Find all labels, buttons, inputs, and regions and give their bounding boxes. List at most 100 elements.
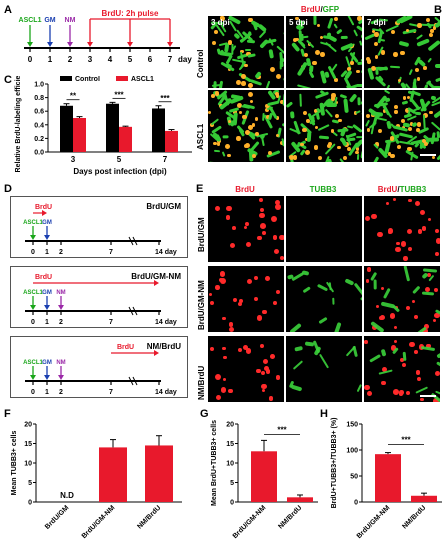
brdu-nucleus <box>237 301 242 306</box>
neuron-cell <box>421 272 429 280</box>
neuron-cell <box>435 361 440 370</box>
neuron-cell <box>212 131 222 142</box>
y-tick-label: 20 <box>24 422 32 429</box>
neuron-cell <box>208 111 212 115</box>
col-label-brdu: BrdU <box>235 185 255 194</box>
marker-label-gm: GM <box>42 360 52 366</box>
neuron-cell <box>227 40 232 45</box>
sig-label: ** <box>70 92 77 101</box>
neuron-cell <box>378 128 383 133</box>
y-tick-label: 5 <box>230 480 234 487</box>
neuron-cell <box>260 138 265 147</box>
axis-break <box>128 236 134 246</box>
dpi-label: 5 dpi <box>289 18 308 27</box>
neuron-cell <box>269 49 275 59</box>
neuron-cell <box>355 147 360 151</box>
timeline-unit: day <box>178 55 192 64</box>
marker-label-gm: GM <box>42 220 52 226</box>
neuron-cell <box>242 114 247 119</box>
brdu-nucleus <box>226 205 232 212</box>
neuron-cell <box>304 137 308 141</box>
brdu-nucleus <box>435 252 439 257</box>
brdu-nucleus <box>426 343 431 349</box>
neuron-cell <box>236 103 242 109</box>
neuron-cell <box>401 99 409 105</box>
neuron-cell <box>303 111 308 116</box>
neuron-cell <box>341 35 348 39</box>
brdu-nucleus <box>223 377 227 381</box>
neuron-cell <box>343 156 348 161</box>
brdu-nucleus <box>238 299 243 304</box>
neuron-cell <box>394 104 398 109</box>
sig-label: *** <box>401 436 411 445</box>
x-tick-label: 5 <box>117 155 122 164</box>
brdu-nucleus <box>259 212 265 219</box>
neuron-cell <box>286 101 294 109</box>
neuron-cell <box>304 150 310 155</box>
brdu-nucleus <box>275 375 281 380</box>
dpi-label: 7 dpi <box>367 18 386 27</box>
brdu-nucleus <box>407 198 412 203</box>
brdu-nucleus <box>394 339 398 343</box>
neuron-cell <box>247 82 253 88</box>
neuron-cell <box>255 132 260 137</box>
neuron-cell <box>434 75 440 83</box>
brdu-nucleus <box>365 279 370 283</box>
y-tick-label: 50 <box>350 474 358 481</box>
neuron-cell <box>283 31 284 44</box>
brdu-nucleus <box>435 238 440 244</box>
brdu-nucleus <box>279 234 284 241</box>
marker-arrow-gm-head <box>44 235 50 240</box>
brdu-nucleus <box>245 348 251 354</box>
neuron-cell <box>373 156 380 162</box>
neuron-cell <box>254 71 262 79</box>
col-label-tubb3: TUBB3 <box>309 185 337 194</box>
neuron-cell <box>264 80 271 88</box>
marker-label-nm: NM <box>65 17 76 24</box>
schematic-tick-label: 7 <box>109 319 113 326</box>
y-tick-label: 0.6 <box>34 109 44 116</box>
x-tick-label: NM/BrdU <box>277 504 303 530</box>
brdu-nucleus <box>427 273 432 278</box>
y-tick-label: 100 <box>346 448 358 455</box>
bar-chart-c: 0.0 0.2 0.4 0.6 0.8 1.0 Relative BrdU-labeling… <box>15 76 192 176</box>
dpi-label: 3 dpi <box>211 18 230 27</box>
panel-label-g: G <box>200 408 209 420</box>
brdu-nucleus <box>261 383 267 390</box>
neuron-cell <box>288 154 294 160</box>
neuron-cell <box>314 91 329 100</box>
neuron-cell <box>360 296 362 306</box>
neuron-cell <box>357 154 360 161</box>
brdu-nucleus <box>270 354 276 359</box>
neuron-cell <box>213 150 220 153</box>
neuron-cell <box>326 143 331 148</box>
y-tick-label: 0.4 <box>34 122 44 129</box>
col-label-merge: BrdU/TUBB3 <box>377 185 427 194</box>
brdu-nucleus <box>394 326 398 330</box>
brdu-nucleus <box>381 286 385 290</box>
brdu-nucleus <box>208 293 213 297</box>
x-tick-label: 3 <box>71 155 76 164</box>
neuron-cell <box>421 291 435 295</box>
panel-label-b: B <box>434 4 442 16</box>
marker-arrow-gm-head <box>44 305 50 310</box>
schematic-svg: BrdU/GM-NM 0 1 2 7 14 day BrdU ASCL1 GM NM <box>23 272 181 326</box>
neuron-cell <box>302 35 309 38</box>
neuron-cell <box>259 38 269 49</box>
neuron-cell <box>402 29 417 35</box>
schematic-tick-label: 7 <box>109 389 113 396</box>
micrograph-e-r2-c1 <box>286 336 362 402</box>
neuron-cell <box>432 109 440 119</box>
brdu-nucleus <box>434 370 440 377</box>
neuron-cell <box>296 84 311 88</box>
bar-nm-brdu <box>145 445 173 502</box>
brdu-nucleus <box>427 217 432 222</box>
neuron-cell <box>396 144 402 150</box>
neuron-cell <box>333 23 339 29</box>
brdu-nucleus <box>381 366 388 372</box>
neuron-cell <box>319 41 332 48</box>
brdu-nucleus <box>424 286 430 292</box>
neuron-cell <box>338 118 342 123</box>
neuron-cell <box>340 42 354 51</box>
brdu-nucleus <box>263 359 269 365</box>
